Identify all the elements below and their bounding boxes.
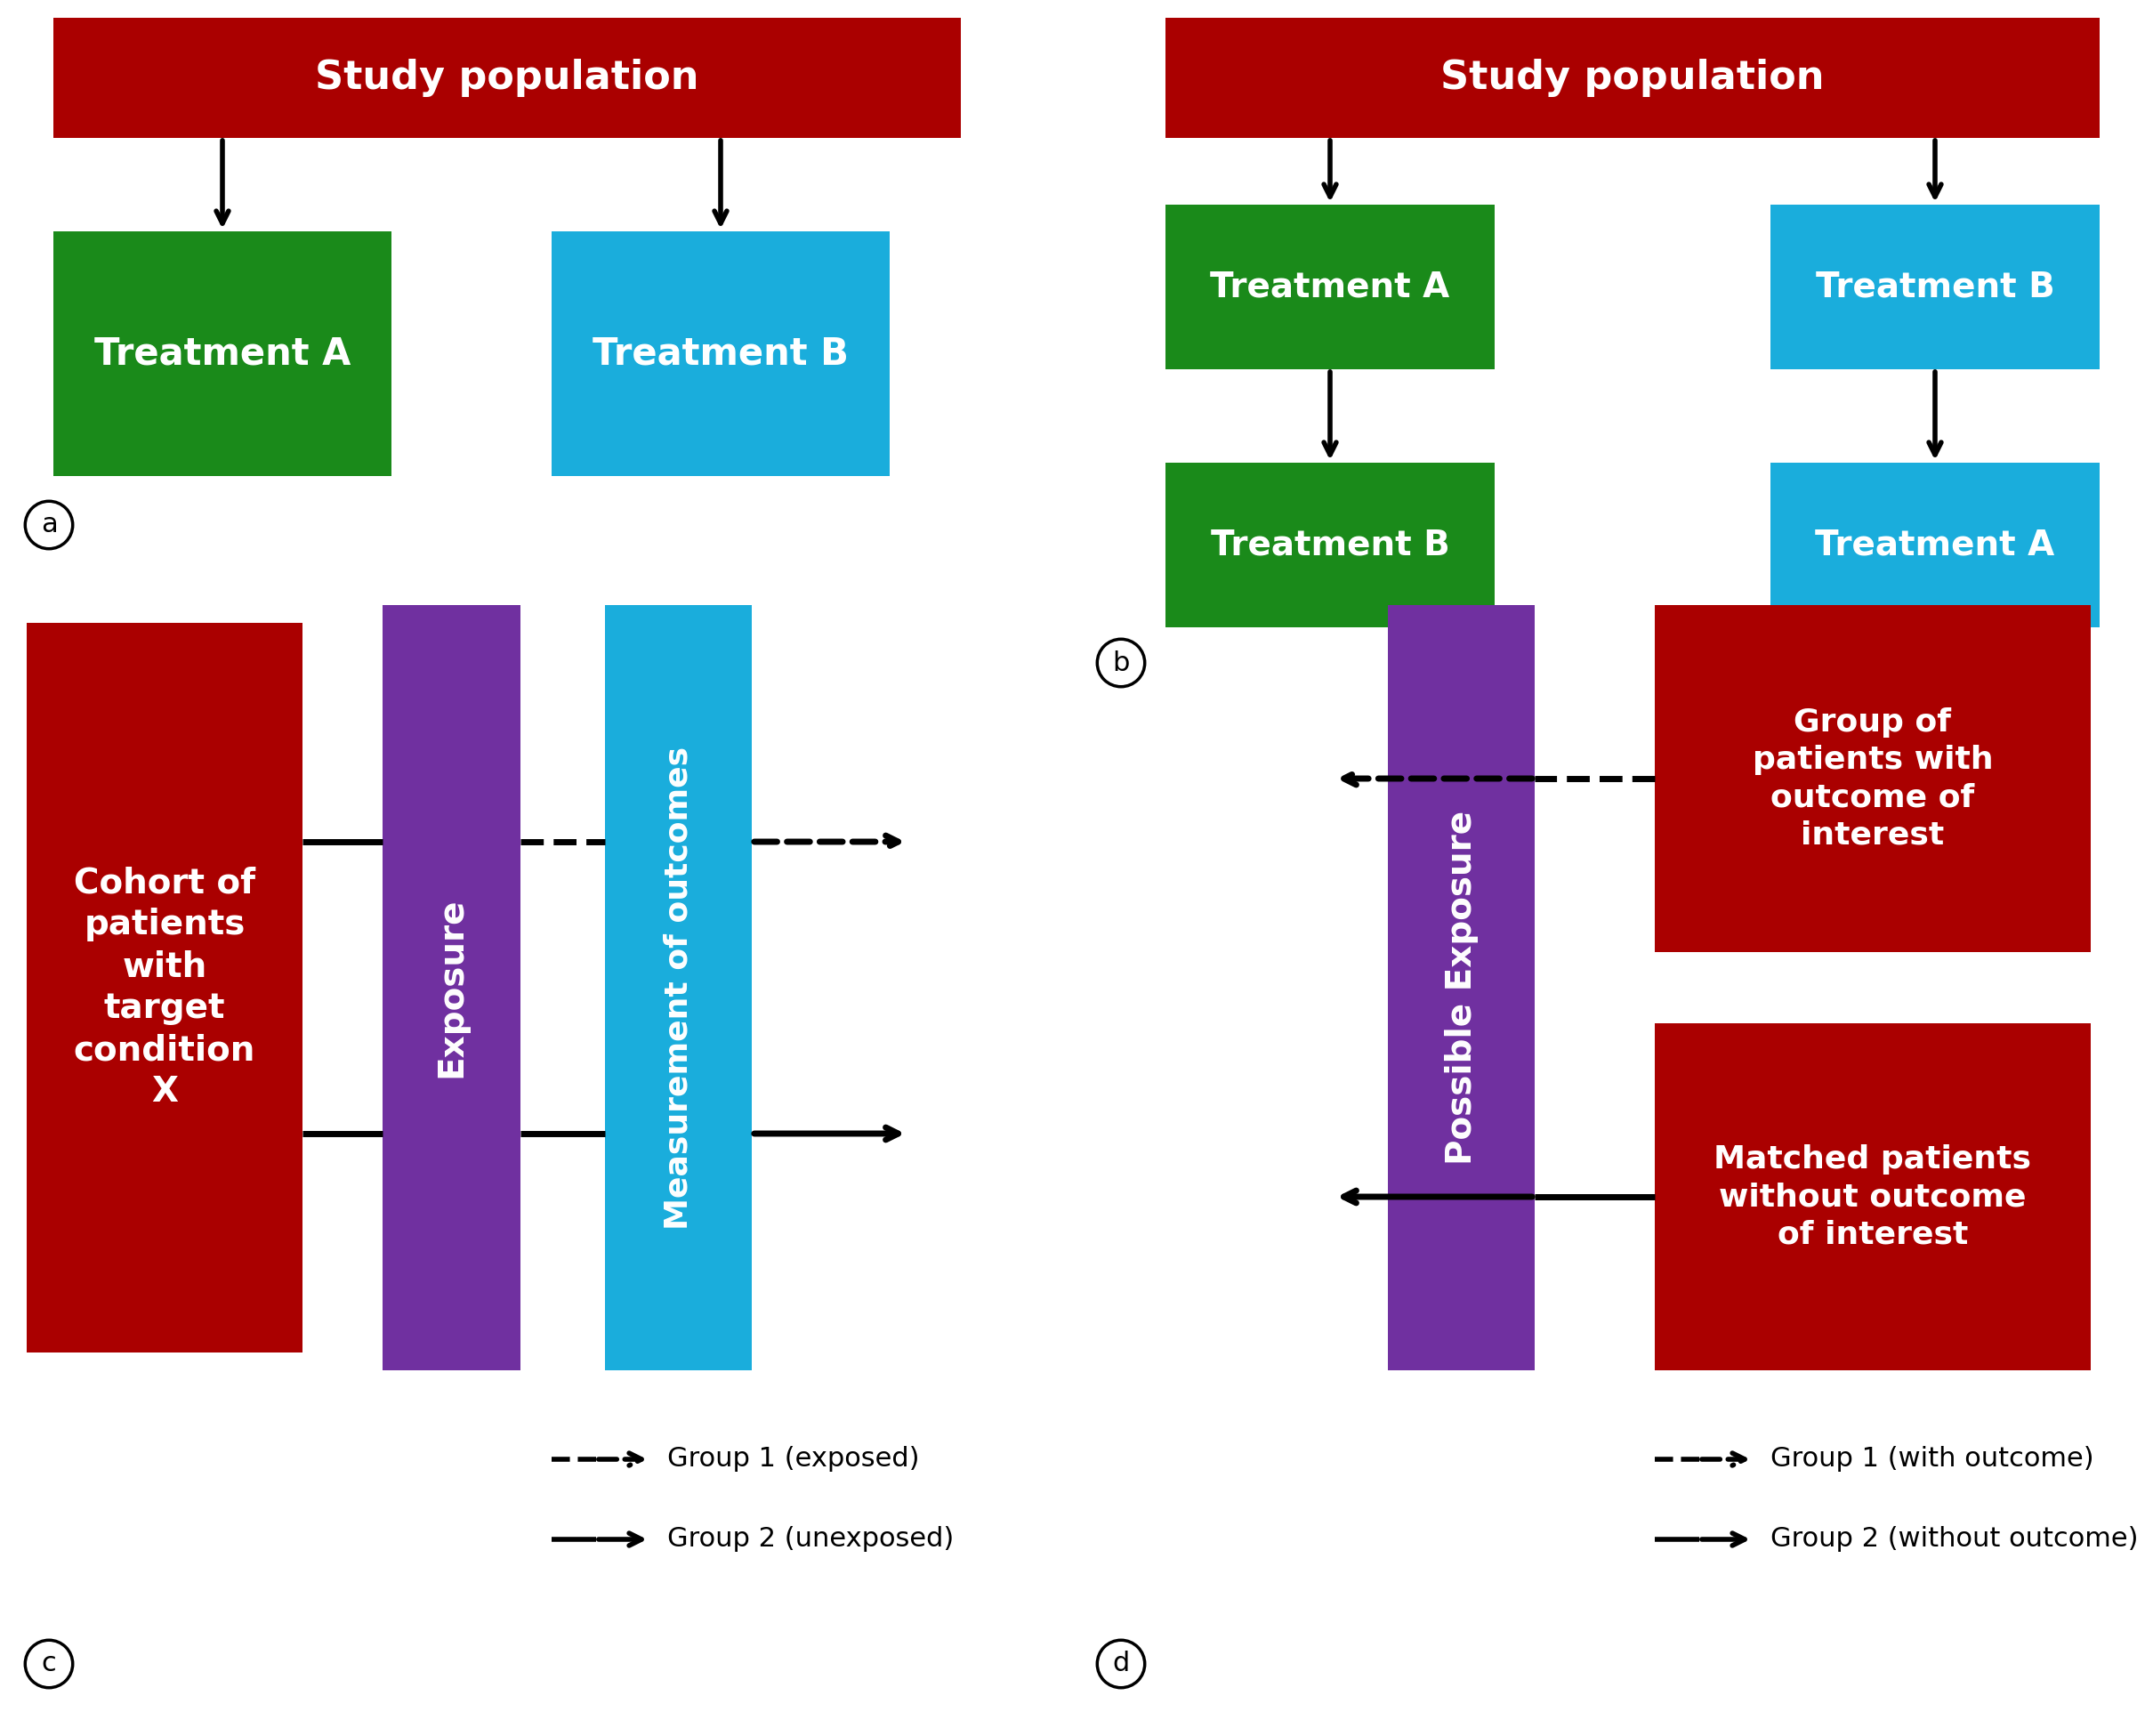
FancyBboxPatch shape: [605, 606, 751, 1370]
Text: Group 1 (exposed): Group 1 (exposed): [667, 1446, 919, 1472]
Text: Treatment B: Treatment B: [1815, 271, 2054, 304]
FancyBboxPatch shape: [1165, 17, 2099, 137]
FancyBboxPatch shape: [1770, 464, 2099, 627]
Text: Group 1 (with outcome): Group 1 (with outcome): [1770, 1446, 2095, 1472]
FancyBboxPatch shape: [26, 623, 301, 1352]
Text: a: a: [41, 512, 58, 538]
Text: Measurement of outcomes: Measurement of outcomes: [663, 746, 693, 1229]
Text: c: c: [41, 1651, 56, 1677]
FancyBboxPatch shape: [1770, 205, 2099, 370]
FancyBboxPatch shape: [1165, 464, 1494, 627]
FancyBboxPatch shape: [1165, 205, 1494, 370]
Text: Group of
patients with
outcome of
interest: Group of patients with outcome of intere…: [1753, 707, 1994, 851]
FancyBboxPatch shape: [54, 17, 960, 137]
Text: Treatment B: Treatment B: [592, 335, 848, 373]
FancyBboxPatch shape: [54, 231, 392, 476]
Text: Possible Exposure: Possible Exposure: [1445, 811, 1479, 1165]
Text: Treatment A: Treatment A: [95, 335, 351, 373]
FancyBboxPatch shape: [383, 606, 521, 1370]
Text: b: b: [1113, 649, 1130, 675]
Text: Treatment A: Treatment A: [1210, 271, 1449, 304]
FancyBboxPatch shape: [551, 231, 889, 476]
FancyBboxPatch shape: [1656, 1023, 2091, 1370]
Text: Treatment B: Treatment B: [1210, 528, 1449, 562]
Text: Study population: Study population: [314, 59, 700, 97]
Text: Cohort of
patients
with
target
condition
X: Cohort of patients with target condition…: [73, 866, 256, 1109]
FancyBboxPatch shape: [1656, 606, 2091, 951]
Text: Group 2 (without outcome): Group 2 (without outcome): [1770, 1526, 2138, 1552]
Text: Treatment A: Treatment A: [1815, 528, 2054, 562]
Text: Exposure: Exposure: [435, 898, 469, 1078]
Text: Group 2 (unexposed): Group 2 (unexposed): [667, 1526, 954, 1552]
Text: d: d: [1113, 1651, 1130, 1677]
Text: Study population: Study population: [1440, 59, 1824, 97]
Text: Matched patients
without outcome
of interest: Matched patients without outcome of inte…: [1714, 1144, 2032, 1250]
FancyBboxPatch shape: [1389, 606, 1535, 1370]
